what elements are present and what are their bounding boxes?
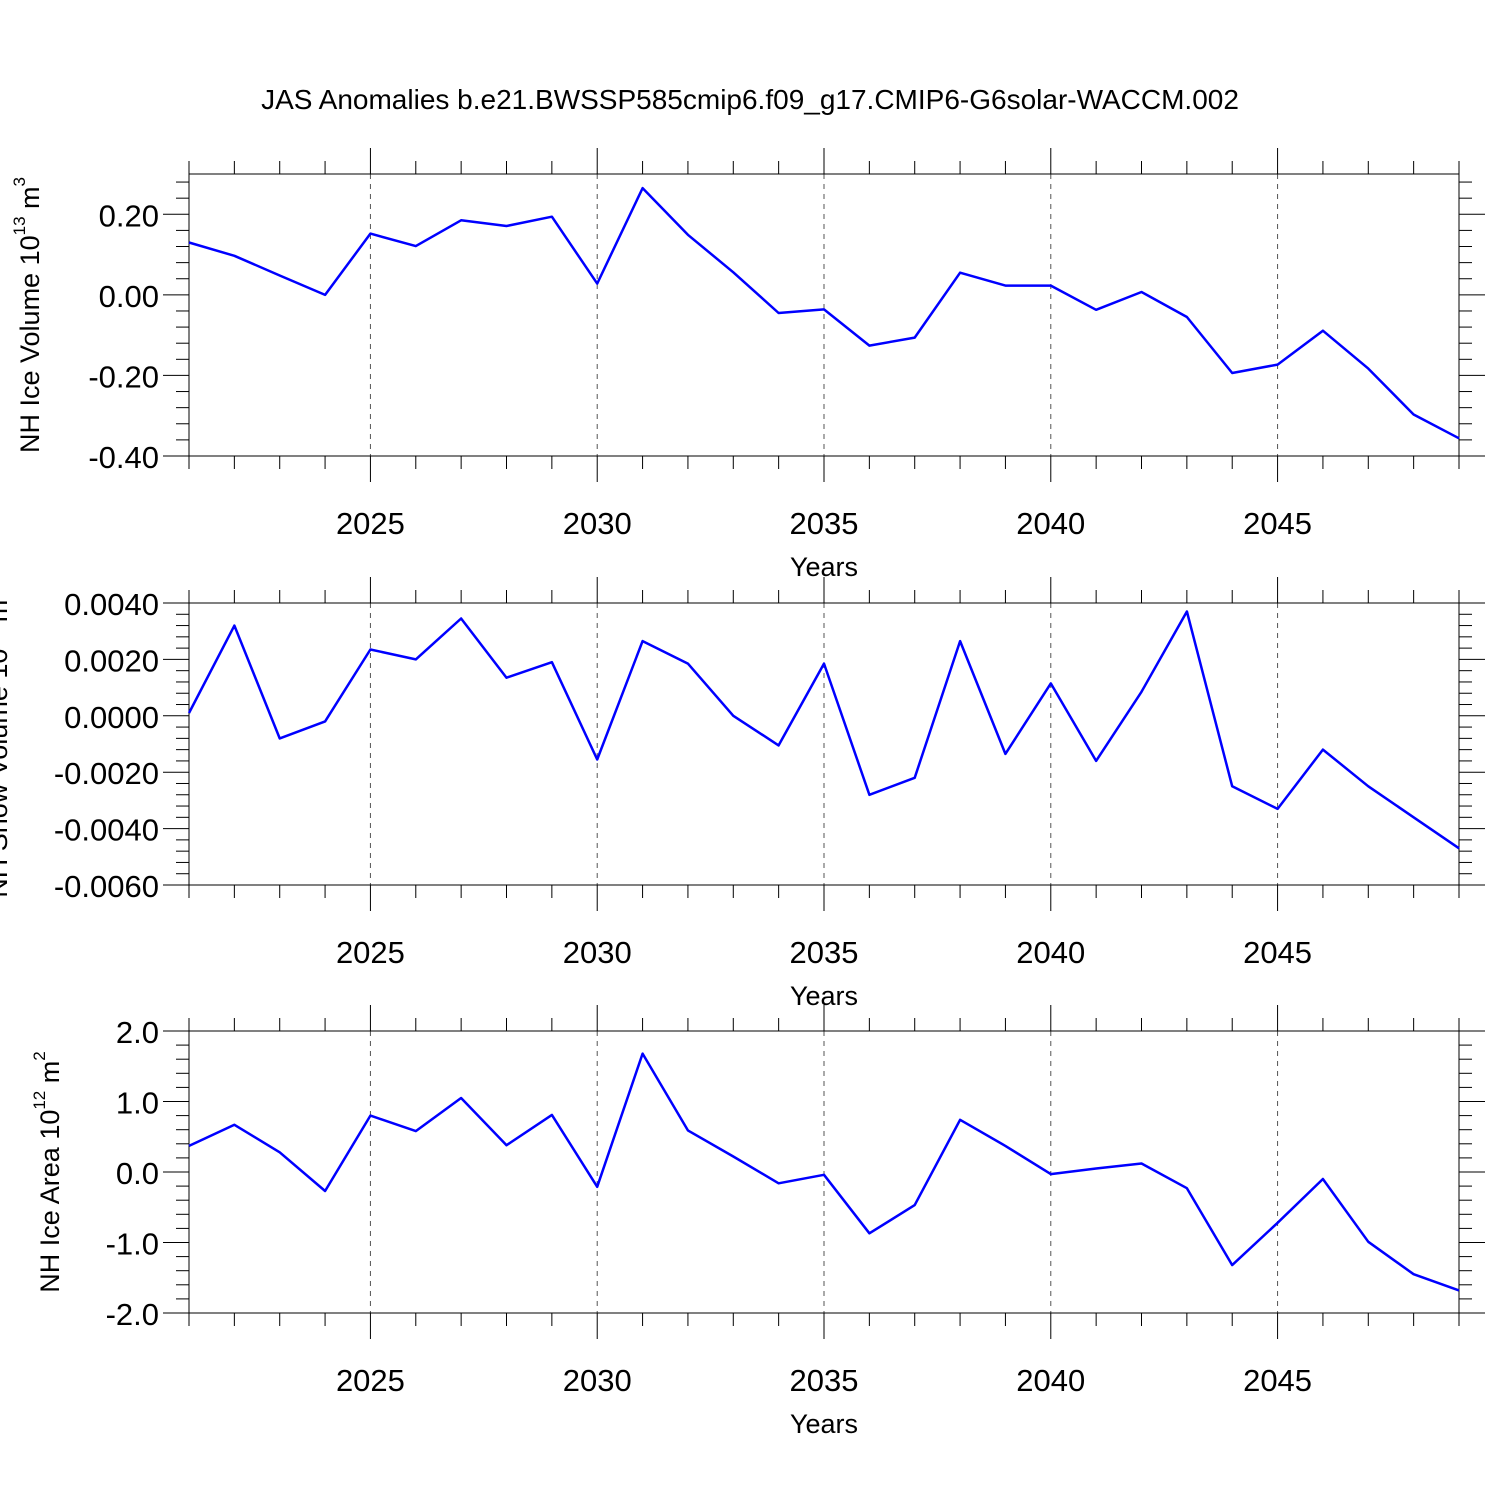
x-tick-label: 2040 (1016, 506, 1085, 541)
x-tick-label: 2035 (790, 506, 859, 541)
x-tick-label: 2030 (563, 506, 632, 541)
y-tick-label: -0.40 (88, 440, 159, 475)
x-tick-label: 2045 (1243, 1363, 1312, 1398)
y-tick-label: 2.0 (116, 1015, 159, 1050)
y-axis-label: NH Ice Area 1012 m2 (30, 1051, 65, 1292)
series-line-1 (188, 1052, 1460, 1292)
y-tick-label: 0.20 (99, 198, 159, 233)
x-tick-label: 2045 (1243, 935, 1312, 970)
series-line-1 (188, 186, 1460, 440)
y-tick-label: 0.0 (116, 1156, 159, 1191)
x-tick-label: 2025 (336, 1363, 405, 1398)
y-tick-label: -1.0 (106, 1227, 159, 1262)
x-tick-label: 2035 (790, 935, 859, 970)
x-tick-label: 2030 (563, 1363, 632, 1398)
y-tick-label: 0.00 (99, 279, 159, 314)
x-tick-label: 2040 (1016, 1363, 1085, 1398)
panel-3: -2.0 -1.0 0.0 1.0 2.0 2025 2030 2035 2040 2045 Yea… (30, 1005, 1485, 1439)
x-tick-label: 2035 (790, 1363, 859, 1398)
y-tick-label: 0.0040 (64, 587, 159, 622)
y-tick-label: -0.20 (88, 359, 159, 394)
x-tick-label: 2045 (1243, 506, 1312, 541)
x-tick-label: 2025 (336, 935, 405, 970)
y-tick-label: -2.0 (106, 1297, 159, 1332)
y-tick-label: 1.0 (116, 1086, 159, 1121)
y-tick-label: -0.0020 (54, 756, 159, 791)
y-axis-label: NH Snow Volume 1013 m3 (0, 590, 13, 898)
y-axis-label: NH Ice Volume 1013 m3 (10, 177, 45, 453)
figure-title: JAS Anomalies b.e21.BWSSP585cmip6.f09_g1… (261, 84, 1239, 115)
x-tick-label: 2025 (336, 506, 405, 541)
y-tick-label: -0.0040 (54, 813, 159, 848)
y-tick-label: -0.0060 (54, 869, 159, 904)
series-line-1 (187, 610, 1460, 850)
panel-2: -0.0060 -0.0040 -0.0020 0.0000 0.0020 0.0040 2… (0, 577, 1485, 1011)
x-tick-label: 2030 (563, 935, 632, 970)
x-axis-label: Years (790, 1409, 858, 1439)
x-tick-label: 2040 (1016, 935, 1085, 970)
y-tick-label: 0.0000 (64, 700, 159, 735)
y-tick-label: 0.0020 (64, 643, 159, 678)
